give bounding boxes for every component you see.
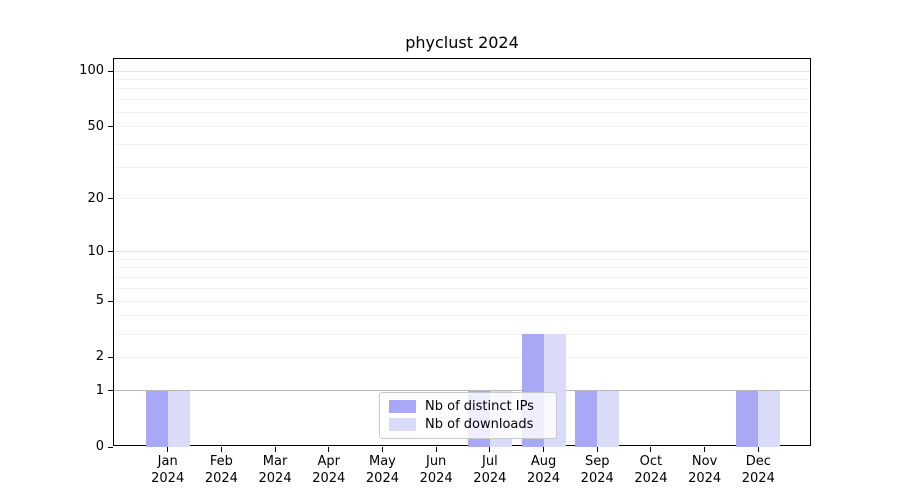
gridline-y8 [114,267,810,269]
x-tick-label: Nov 2024 [665,454,745,487]
gridline-y7 [114,277,810,279]
x-tick-label: Jun 2024 [396,454,476,487]
bar-downloads [758,390,781,447]
x-tick-label: Dec 2024 [718,454,798,487]
x-tick-label: Jul 2024 [450,454,530,487]
y-tick-label: 100 [79,63,104,78]
x-tick-label: Oct 2024 [611,454,691,487]
x-tick-mark [596,447,598,452]
x-tick-label-line: 2024 [151,470,185,486]
legend: Nb of distinct IPs Nb of downloads [379,392,557,439]
x-tick-mark [650,447,652,452]
x-tick-mark [543,447,545,452]
x-tick-label-line: 2024 [688,470,722,486]
x-tick-label-line: Jun [425,454,447,469]
x-tick-label-line: 2024 [526,470,561,486]
gridline-y4 [114,315,810,317]
x-tick-label-line: 2024 [580,470,614,486]
x-tick-label-line: Jul [482,454,498,469]
gridline-y80 [114,88,810,90]
x-tick-label-line: Sep [584,454,610,469]
chart-title: phyclust 2024 [405,33,519,52]
gridline-y6 [114,287,810,289]
x-tick-mark [274,447,276,452]
gridline-y3 [114,333,810,335]
y-tick-mark [108,390,113,392]
gridline-y100 [114,70,810,72]
y-tick-mark [108,446,113,448]
x-tick-label-line: Mar [262,454,288,469]
x-tick-label: May 2024 [342,454,422,487]
legend-swatch [389,418,416,432]
bar-distinct-ips [145,390,168,447]
y-tick-label: 20 [87,190,104,206]
x-tick-label-line: May [369,454,396,469]
gridline-y90 [114,78,810,80]
gridline-y60 [114,111,810,113]
gridline-y9 [114,258,810,260]
x-tick-label-line: 2024 [204,470,238,486]
y-tick-label: 10 [87,243,104,259]
y-tick-mark [108,300,113,302]
legend-item: Nb of downloads [389,417,547,432]
bar-distinct-ips [575,390,598,447]
gridline-y70 [114,99,810,101]
x-tick-mark [328,447,330,452]
x-tick-label: Jan 2024 [128,454,208,487]
gridline-y5 [114,300,810,302]
x-tick-label: Mar 2024 [235,454,315,487]
x-tick-label-line: 2024 [634,470,668,486]
x-tick-mark [167,447,169,452]
x-tick-label-line: 2024 [258,470,292,486]
y-tick-mark [108,70,113,72]
y-tick-mark [108,356,113,358]
plot-area: 0 1 2 5 10 20 50 100 Jan 2024 Feb 2024 Mar 2024 Apr 202… [79,58,811,486]
x-tick-mark [381,447,383,452]
y-tick-mark [108,198,113,200]
legend-label: Nb of downloads [425,417,534,433]
gridline-y2 [114,356,810,358]
x-tick-label: Apr 2024 [289,454,369,487]
x-tick-label-line: Nov [691,454,718,469]
x-tick-label-line: 2024 [741,470,775,486]
gridline-y50 [114,126,810,128]
legend-item: Nb of distinct IPs [389,399,547,414]
x-tick-mark [704,447,706,452]
x-tick-label-line: Jan [157,454,178,469]
x-tick-label: Aug 2024 [504,454,584,487]
legend-label: Nb of distinct IPs [425,398,534,414]
x-tick-label: Feb 2024 [181,454,261,487]
x-tick-mark [220,447,222,452]
bar-distinct-ips [736,390,759,447]
gridline-y40 [114,143,810,145]
y-tick-label: 2 [95,349,104,365]
gridline-y20 [114,198,810,200]
x-tick-label-line: Feb [209,454,233,469]
bar-downloads [167,390,190,447]
y-tick-label: 0 [95,439,104,454]
x-tick-label-line: Dec [745,454,771,469]
x-tick-mark [489,447,491,452]
x-tick-label-line: Oct [639,454,663,469]
bar-downloads [597,390,620,447]
x-tick-label-line: 2024 [419,470,453,486]
legend-swatch [389,399,416,413]
x-tick-label-line: Aug [530,454,557,469]
y-tick-mark [108,126,113,128]
y-tick-label: 5 [95,293,104,309]
x-tick-label-line: Apr [317,454,341,469]
y-tick-label: 50 [87,118,104,134]
x-tick-mark [757,447,759,452]
x-tick-mark [435,447,437,452]
x-tick-label-line: 2024 [312,470,346,486]
x-tick-label-line: 2024 [365,470,399,486]
gridline-y30 [114,166,810,168]
x-tick-label-line: 2024 [473,470,507,486]
y-tick-label: 1 [95,382,104,398]
x-tick-label: Sep 2024 [557,454,637,487]
gridline-y10 [114,251,810,253]
y-tick-mark [108,251,113,253]
gridline-y1 [114,390,810,392]
